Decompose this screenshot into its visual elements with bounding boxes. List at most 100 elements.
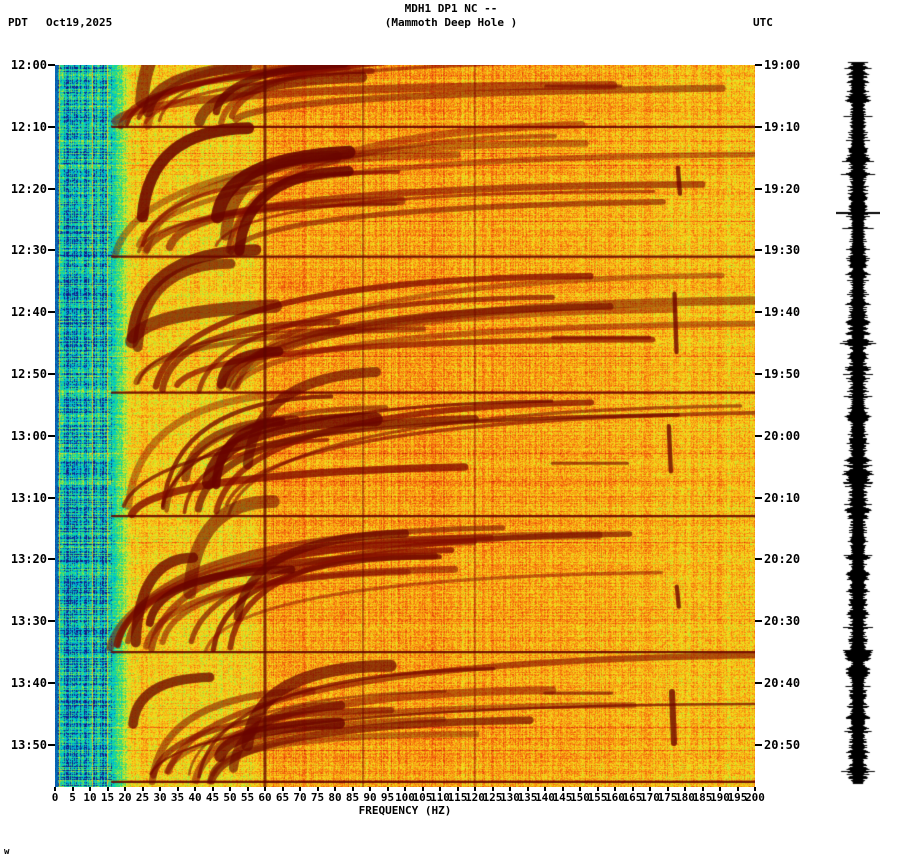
frequency-axis-tick: [246, 787, 249, 791]
left-time-label: 13:10: [10, 490, 47, 505]
frequency-tick-label: 140: [535, 791, 555, 804]
date-label: Oct19,2025: [46, 16, 113, 29]
frequency-axis-tick: [596, 787, 599, 791]
frequency-axis-tick: [106, 787, 109, 791]
frequency-axis-tick: [124, 787, 126, 791]
frequency-tick-label: 50: [223, 791, 237, 804]
left-time-label: 12:40: [10, 305, 47, 320]
left-time-label: 12:30: [10, 243, 47, 258]
left-time-label: 13:30: [10, 614, 47, 629]
left-axis-tick: [48, 64, 55, 66]
frequency-axis-tick: [386, 787, 389, 791]
frequency-tick-label: 155: [587, 791, 608, 804]
left-time-label: 12:10: [10, 119, 47, 134]
frequency-axis-tick: [719, 787, 721, 791]
frequency-axis-tick: [736, 787, 739, 791]
frequency-axis-tick: [299, 787, 301, 791]
frequency-tick-label: 180: [675, 791, 695, 804]
left-axis-tick: [48, 249, 55, 252]
frequency-tick-label: 25: [135, 791, 150, 804]
right-time-label: 19:10: [764, 119, 801, 134]
left-time-label: 13:00: [10, 428, 47, 443]
frequency-axis-tick: [456, 787, 459, 791]
frequency-tick-label: 65: [275, 791, 290, 804]
frequency-axis-tick: [544, 787, 546, 791]
frequency-tick-label: 60: [258, 791, 272, 804]
left-axis-tick: [48, 434, 55, 437]
frequency-axis-tick: [351, 787, 354, 791]
frequency-axis-tick: [631, 787, 634, 791]
left-time-label: 12:20: [10, 181, 47, 196]
right-time-label: 19:40: [764, 305, 801, 320]
frequency-tick-label: 160: [605, 791, 625, 804]
right-axis-tick: [755, 434, 762, 437]
frequency-tick-label: 195: [727, 791, 748, 804]
frequency-axis-tick: [474, 787, 476, 791]
right-axis-tick: [755, 682, 762, 684]
frequency-axis-tick: [754, 787, 756, 791]
right-axis-tick: [755, 620, 762, 623]
frequency-axis-tick: [229, 787, 231, 791]
frequency-axis-tick: [579, 787, 581, 791]
left-axis-tick: [48, 496, 55, 499]
timezone-right-label: UTC: [753, 16, 773, 29]
frequency-tick-label: 105: [412, 791, 433, 804]
frequency-axis-tick: [404, 787, 406, 791]
frequency-tick-label: 170: [640, 791, 660, 804]
left-axis-tick: [48, 373, 55, 375]
frequency-axis-tick: [281, 787, 284, 791]
page-title: MDH1 DP1 NC --: [404, 2, 498, 15]
frequency-axis-tick: [194, 787, 196, 791]
left-time-label: 13:40: [10, 676, 47, 690]
frequency-tick-label: 150: [570, 791, 590, 804]
frequency-tick-label: 95: [380, 791, 395, 804]
left-axis-tick: [48, 620, 55, 623]
frequency-axis-tick: [491, 787, 494, 791]
frequency-axis-tick: [666, 787, 669, 791]
left-axis-tick: [48, 743, 55, 746]
frequency-tick-label: 90: [363, 791, 377, 804]
left-axis-tick: [48, 558, 55, 561]
frequency-tick-label: 100: [395, 791, 415, 804]
right-axis-tick: [755, 373, 762, 375]
left-time-label: 13:20: [10, 552, 47, 567]
timezone-left-label: PDT: [8, 16, 28, 29]
frequency-tick-label: 85: [345, 791, 360, 804]
frequency-tick-label: 125: [482, 791, 503, 804]
frequency-tick-label: 40: [188, 791, 202, 804]
frequency-tick-label: 55: [240, 791, 255, 804]
frequency-tick-label: 145: [552, 791, 573, 804]
right-time-label: 19:20: [764, 181, 801, 196]
right-time-label: 19:50: [764, 367, 801, 381]
frequency-tick-label: 70: [293, 791, 307, 804]
frequency-axis-tick: [316, 787, 319, 791]
frequency-tick-label: 45: [205, 791, 220, 804]
frequency-tick-label: 120: [465, 791, 485, 804]
right-time-label: 19:30: [764, 243, 801, 258]
frequency-axis-title: FREQUENCY (HZ): [358, 804, 452, 817]
frequency-axis-tick: [176, 787, 179, 791]
frequency-axis-tick: [701, 787, 704, 791]
right-time-label: 20:40: [764, 676, 801, 690]
left-axis-tick: [48, 125, 55, 128]
right-axis-tick: [755, 311, 762, 314]
right-time-label: 20:10: [764, 490, 801, 505]
frequency-tick-label: 15: [100, 791, 115, 804]
frequency-axis-tick: [614, 787, 616, 791]
right-axis-tick: [755, 187, 762, 190]
frequency-axis-tick: [89, 787, 91, 791]
frequency-axis-tick: [334, 787, 336, 791]
frequency-axis-tick: [509, 787, 511, 791]
right-axis-tick: [755, 743, 762, 746]
page-subtitle: (Mammoth Deep Hole ): [384, 16, 518, 29]
corner-note: w: [4, 847, 10, 857]
frequency-tick-label: 0: [51, 791, 59, 804]
right-time-label: 20:20: [764, 552, 801, 567]
seismogram-trace-canvas: [836, 58, 880, 788]
frequency-tick-label: 80: [328, 791, 342, 804]
left-time-label: 12:00: [10, 58, 47, 72]
frequency-tick-label: 75: [310, 791, 325, 804]
frequency-axis-tick: [439, 787, 441, 791]
right-axis-tick: [755, 558, 762, 561]
frequency-axis-tick: [159, 787, 161, 791]
